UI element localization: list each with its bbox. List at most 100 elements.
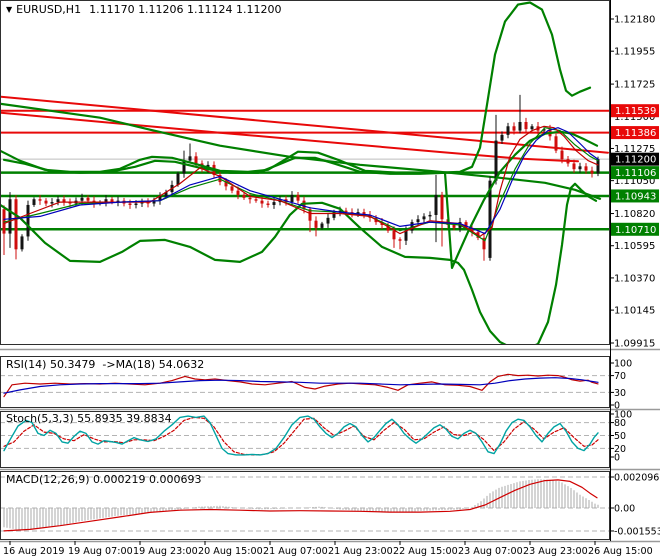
- candle-body: [14, 199, 18, 250]
- candle-body: [128, 203, 132, 205]
- time-label: 21 Aug 07:00: [263, 546, 328, 557]
- macd-signal-line: [3, 479, 598, 532]
- candle-body: [20, 236, 24, 250]
- price-tick-label: 1.09915: [614, 339, 655, 350]
- candle-body: [596, 159, 600, 174]
- price-badge-label: 1.11386: [615, 128, 656, 139]
- candle-body: [512, 126, 516, 131]
- candle-body: [518, 121, 522, 131]
- candle-body: [542, 129, 546, 131]
- candle-body: [290, 194, 294, 203]
- time-label: 19 Aug 07:00: [68, 546, 133, 557]
- price-badge-current: [611, 152, 659, 166]
- time-label: 23 Aug 07:00: [458, 546, 523, 557]
- price-tick-label: 1.11725: [614, 80, 655, 91]
- macd-pane-border: [0, 471, 610, 540]
- price-tick-label: 1.12180: [614, 15, 655, 26]
- macd-tick-label: 0.002096: [614, 473, 659, 484]
- time-label: 19 Aug 23:00: [133, 546, 198, 557]
- candle-body: [482, 237, 486, 250]
- stochastic-pane[interactable]: [0, 415, 610, 456]
- rsi-ma-line: [3, 377, 599, 394]
- price-axis[interactable]: 1.12180 1.11955 1.11725 1.11500 1.11275 1.110…: [610, 15, 660, 538]
- price-badge-support: [611, 189, 659, 203]
- candle-body: [452, 224, 456, 228]
- price-tick-label: 1.11275: [614, 144, 655, 155]
- rsi-tick-label: 100: [614, 359, 632, 370]
- rsi-tick-label: 30: [614, 388, 626, 399]
- macd-tick-label: -0.001553: [614, 526, 660, 537]
- candle-body: [440, 194, 444, 220]
- candle-body: [32, 199, 36, 205]
- candle-body: [398, 239, 402, 241]
- band-lower-line: [1, 182, 598, 344]
- candle-body: [494, 140, 498, 181]
- stoch-tick-label: 50: [614, 431, 626, 442]
- candle-body: [110, 199, 114, 203]
- candle-body: [56, 199, 60, 203]
- candle-body: [308, 209, 312, 221]
- time-label: 16 Aug 2019: [3, 546, 64, 557]
- price-badge-support: [611, 166, 659, 180]
- candle-body: [572, 163, 576, 170]
- ma-green-line: [3, 127, 599, 242]
- stoch-tick-label: 80: [614, 418, 626, 429]
- candle-body: [26, 204, 30, 237]
- macd-pane[interactable]: [0, 476, 610, 532]
- rsi-tick-label: 70: [614, 371, 626, 382]
- price-badge-label: 1.10943: [615, 191, 656, 202]
- rsi-pane[interactable]: [0, 373, 610, 398]
- stoch-tick-label: 20: [614, 444, 626, 455]
- price-badge-resistance: [611, 126, 659, 140]
- stoch-k-line: [3, 415, 599, 456]
- ma-red-line: [3, 125, 599, 237]
- price-badge-support: [611, 222, 659, 236]
- time-axis[interactable]: 16 Aug 2019 19 Aug 07:00 19 Aug 23:00 20 Au…: [3, 541, 653, 557]
- candle-body: [488, 180, 492, 258]
- candles-layer: [2, 94, 600, 261]
- candle-body: [236, 190, 240, 195]
- price-tick-label: 1.10370: [614, 273, 655, 284]
- time-label: 23 Aug 23:00: [523, 546, 588, 557]
- macd-tick-label: 0.00: [614, 504, 635, 515]
- candle-body: [38, 199, 42, 201]
- band-mid-line: [2, 130, 599, 269]
- candle-body: [116, 200, 120, 203]
- candle-body: [500, 134, 504, 141]
- candle-body: [470, 227, 474, 233]
- candle-body: [152, 200, 156, 204]
- candle-body: [584, 166, 588, 171]
- candle-body: [428, 214, 432, 217]
- main-price-pane[interactable]: [0, 1, 610, 350]
- band-upper-line: [1, 1, 592, 174]
- descending-trendline-2[interactable]: [0, 111, 579, 163]
- candle-body: [530, 126, 534, 130]
- candle-body: [326, 217, 330, 224]
- candle-body: [566, 159, 570, 164]
- price-badge-label: 1.11539: [615, 106, 656, 117]
- stoch-tick-label: 100: [614, 410, 632, 421]
- candle-body: [554, 136, 558, 151]
- candle-body: [332, 212, 336, 218]
- candle-body: [230, 186, 234, 191]
- candle-body: [176, 173, 180, 185]
- candle-body: [422, 216, 426, 220]
- candle-body: [560, 150, 564, 160]
- price-badge-label: 1.11106: [615, 168, 656, 179]
- candle-body: [218, 174, 222, 183]
- price-tick-label: 1.11955: [614, 47, 655, 58]
- candle-body: [338, 210, 342, 213]
- candle-body: [590, 170, 594, 174]
- candle-body: [164, 192, 168, 197]
- candle-body: [146, 202, 150, 204]
- stoch-tick-label: 0: [614, 453, 620, 464]
- candle-body: [260, 200, 264, 204]
- candle-body: [344, 210, 348, 213]
- descending-trendline[interactable]: [0, 95, 609, 154]
- candle-body: [44, 200, 48, 204]
- candle-body: [506, 126, 510, 135]
- candle-body: [104, 199, 108, 203]
- candle-body: [386, 224, 390, 231]
